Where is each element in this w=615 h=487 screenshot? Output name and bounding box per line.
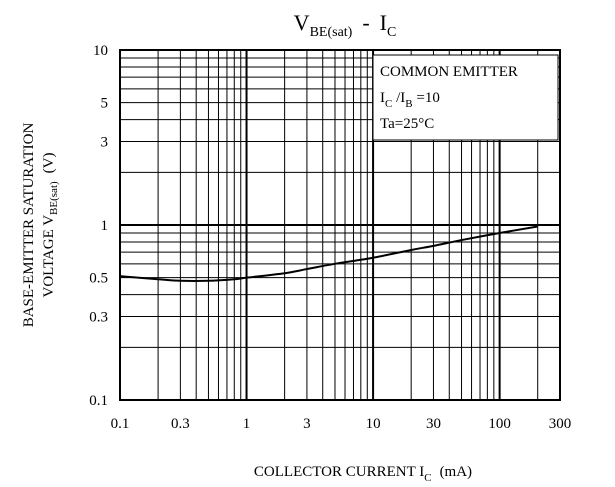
x-tick-label: 30 <box>426 416 441 432</box>
x-tick-label: 3 <box>303 416 311 432</box>
y-axis-label-line-2: VOLTAGE VBE(sat)(V) <box>41 153 60 298</box>
x-axis-ticks: 0.1 0.3 1 3 10 30 100 300 <box>111 416 572 432</box>
x-tick-label: 10 <box>366 416 381 432</box>
y-tick-label: 10 <box>93 43 108 59</box>
x-tick-label: 0.3 <box>171 416 190 432</box>
x-tick-label: 0.1 <box>111 416 130 432</box>
y-tick-label: 1 <box>101 218 109 234</box>
y-tick-label: 3 <box>101 135 109 151</box>
y-tick-label: 0.1 <box>89 393 108 409</box>
x-axis-label: COLLECTOR CURRENT IC (mA) <box>254 464 472 484</box>
chart-title: VBE(sat) - IC <box>294 10 397 40</box>
y-axis-label: BASE-EMITTER SATURATION VOLTAGE VBE(sat)… <box>21 123 60 328</box>
y-axis-label-line-1: BASE-EMITTER SATURATION <box>21 123 37 328</box>
x-tick-label: 100 <box>488 416 511 432</box>
legend-line-1: COMMON EMITTER <box>380 64 518 80</box>
x-tick-label: 300 <box>549 416 572 432</box>
legend-line-3: Ta=25°C <box>380 116 434 132</box>
x-tick-label: 1 <box>243 416 251 432</box>
legend: COMMON EMITTER IC /IB =10 Ta=25°C <box>373 55 558 140</box>
y-tick-label: 5 <box>101 96 109 112</box>
y-tick-label: 0.3 <box>89 310 108 326</box>
y-tick-label: 0.5 <box>89 271 108 287</box>
y-axis-ticks: 0.1 0.3 0.5 1 3 5 10 <box>89 43 108 409</box>
